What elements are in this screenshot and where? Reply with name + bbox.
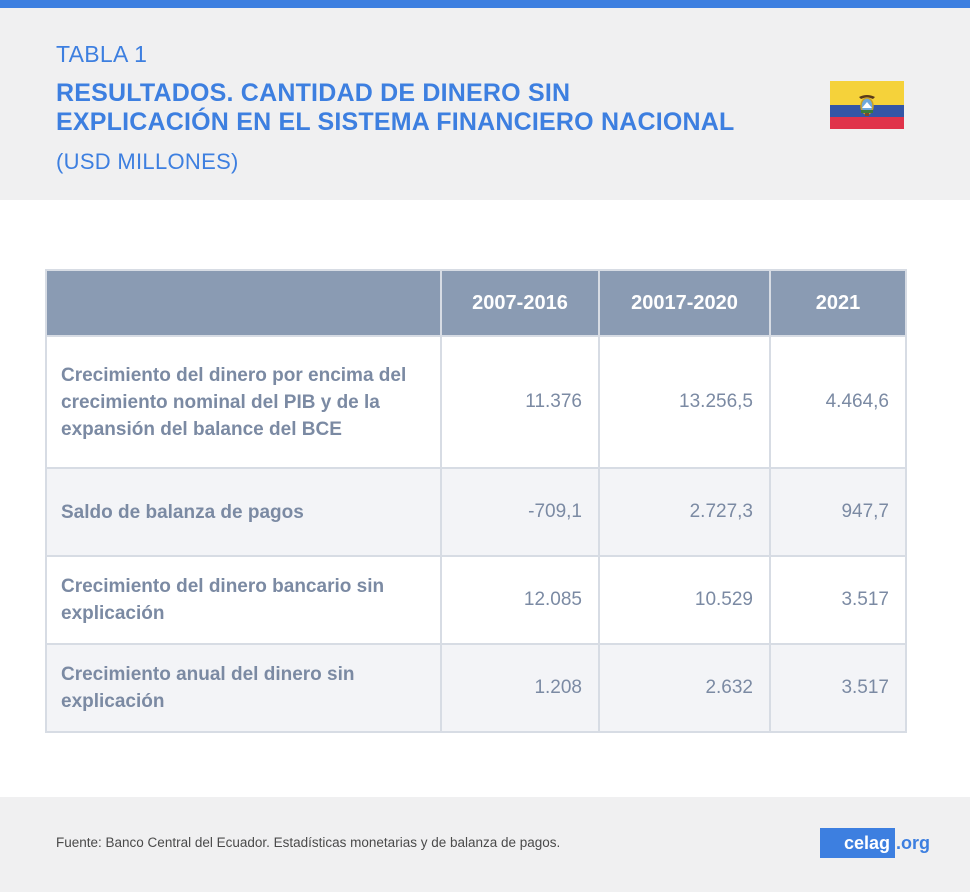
column-header-2021: 2021 <box>769 269 907 337</box>
row-label: Crecimiento del dinero por encima del cr… <box>45 335 442 469</box>
cell-value: 2.632 <box>598 643 771 733</box>
cell-value: 4.464,6 <box>769 335 907 469</box>
coat-of-arms-icon <box>859 95 875 116</box>
cell-value: 947,7 <box>769 467 907 557</box>
cell-value: 11.376 <box>440 335 600 469</box>
table-row: Crecimiento del dinero bancario sin expl… <box>45 555 907 645</box>
table-row: Crecimiento del dinero por encima del cr… <box>45 335 907 469</box>
cell-value: 2.727,3 <box>598 467 771 557</box>
celag-logo[interactable]: celag .org <box>820 828 930 858</box>
cell-value: 13.256,5 <box>598 335 771 469</box>
column-header-2007-2016: 2007-2016 <box>440 269 600 337</box>
logo-suffix-text: .org <box>896 833 931 853</box>
source-note: Fuente: Banco Central del Ecuador. Estad… <box>56 835 561 850</box>
logo-box-text: celag <box>820 828 896 858</box>
cell-value: 1.208 <box>440 643 600 733</box>
cell-value: 10.529 <box>598 555 771 645</box>
cell-value: -709,1 <box>440 467 600 557</box>
page-title: RESULTADOS. CANTIDAD DE DINERO SIN EXPLI… <box>56 79 816 137</box>
units-subtitle: (USD MILLONES) <box>56 149 239 174</box>
column-header-label <box>45 269 442 337</box>
table-number: TABLA 1 <box>56 41 148 67</box>
table-row: Saldo de balanza de pagos -709,1 2.727,3… <box>45 467 907 557</box>
cell-value: 3.517 <box>769 555 907 645</box>
row-label: Crecimiento del dinero bancario sin expl… <box>45 555 442 645</box>
footer: Fuente: Banco Central del Ecuador. Estad… <box>0 797 970 892</box>
title-line-2: EXPLICACIÓN EN EL SISTEMA FINANCIERO NAC… <box>56 108 735 136</box>
row-label: Crecimiento anual del dinero sin explica… <box>45 643 442 733</box>
table-row: Crecimiento anual del dinero sin explica… <box>45 643 907 733</box>
table-header-row: 2007-2016 20017-2020 2021 <box>45 269 907 337</box>
column-header-20017-2020: 20017-2020 <box>598 269 771 337</box>
ecuador-flag-icon <box>830 81 904 129</box>
header: TABLA 1 RESULTADOS. CANTIDAD DE DINERO S… <box>0 8 970 200</box>
top-accent-bar <box>0 0 970 8</box>
row-label: Saldo de balanza de pagos <box>45 467 442 557</box>
cell-value: 3.517 <box>769 643 907 733</box>
results-table: 2007-2016 20017-2020 2021 Crecimiento de… <box>45 269 907 733</box>
cell-value: 12.085 <box>440 555 600 645</box>
title-line-1: RESULTADOS. CANTIDAD DE DINERO SIN <box>56 79 571 107</box>
